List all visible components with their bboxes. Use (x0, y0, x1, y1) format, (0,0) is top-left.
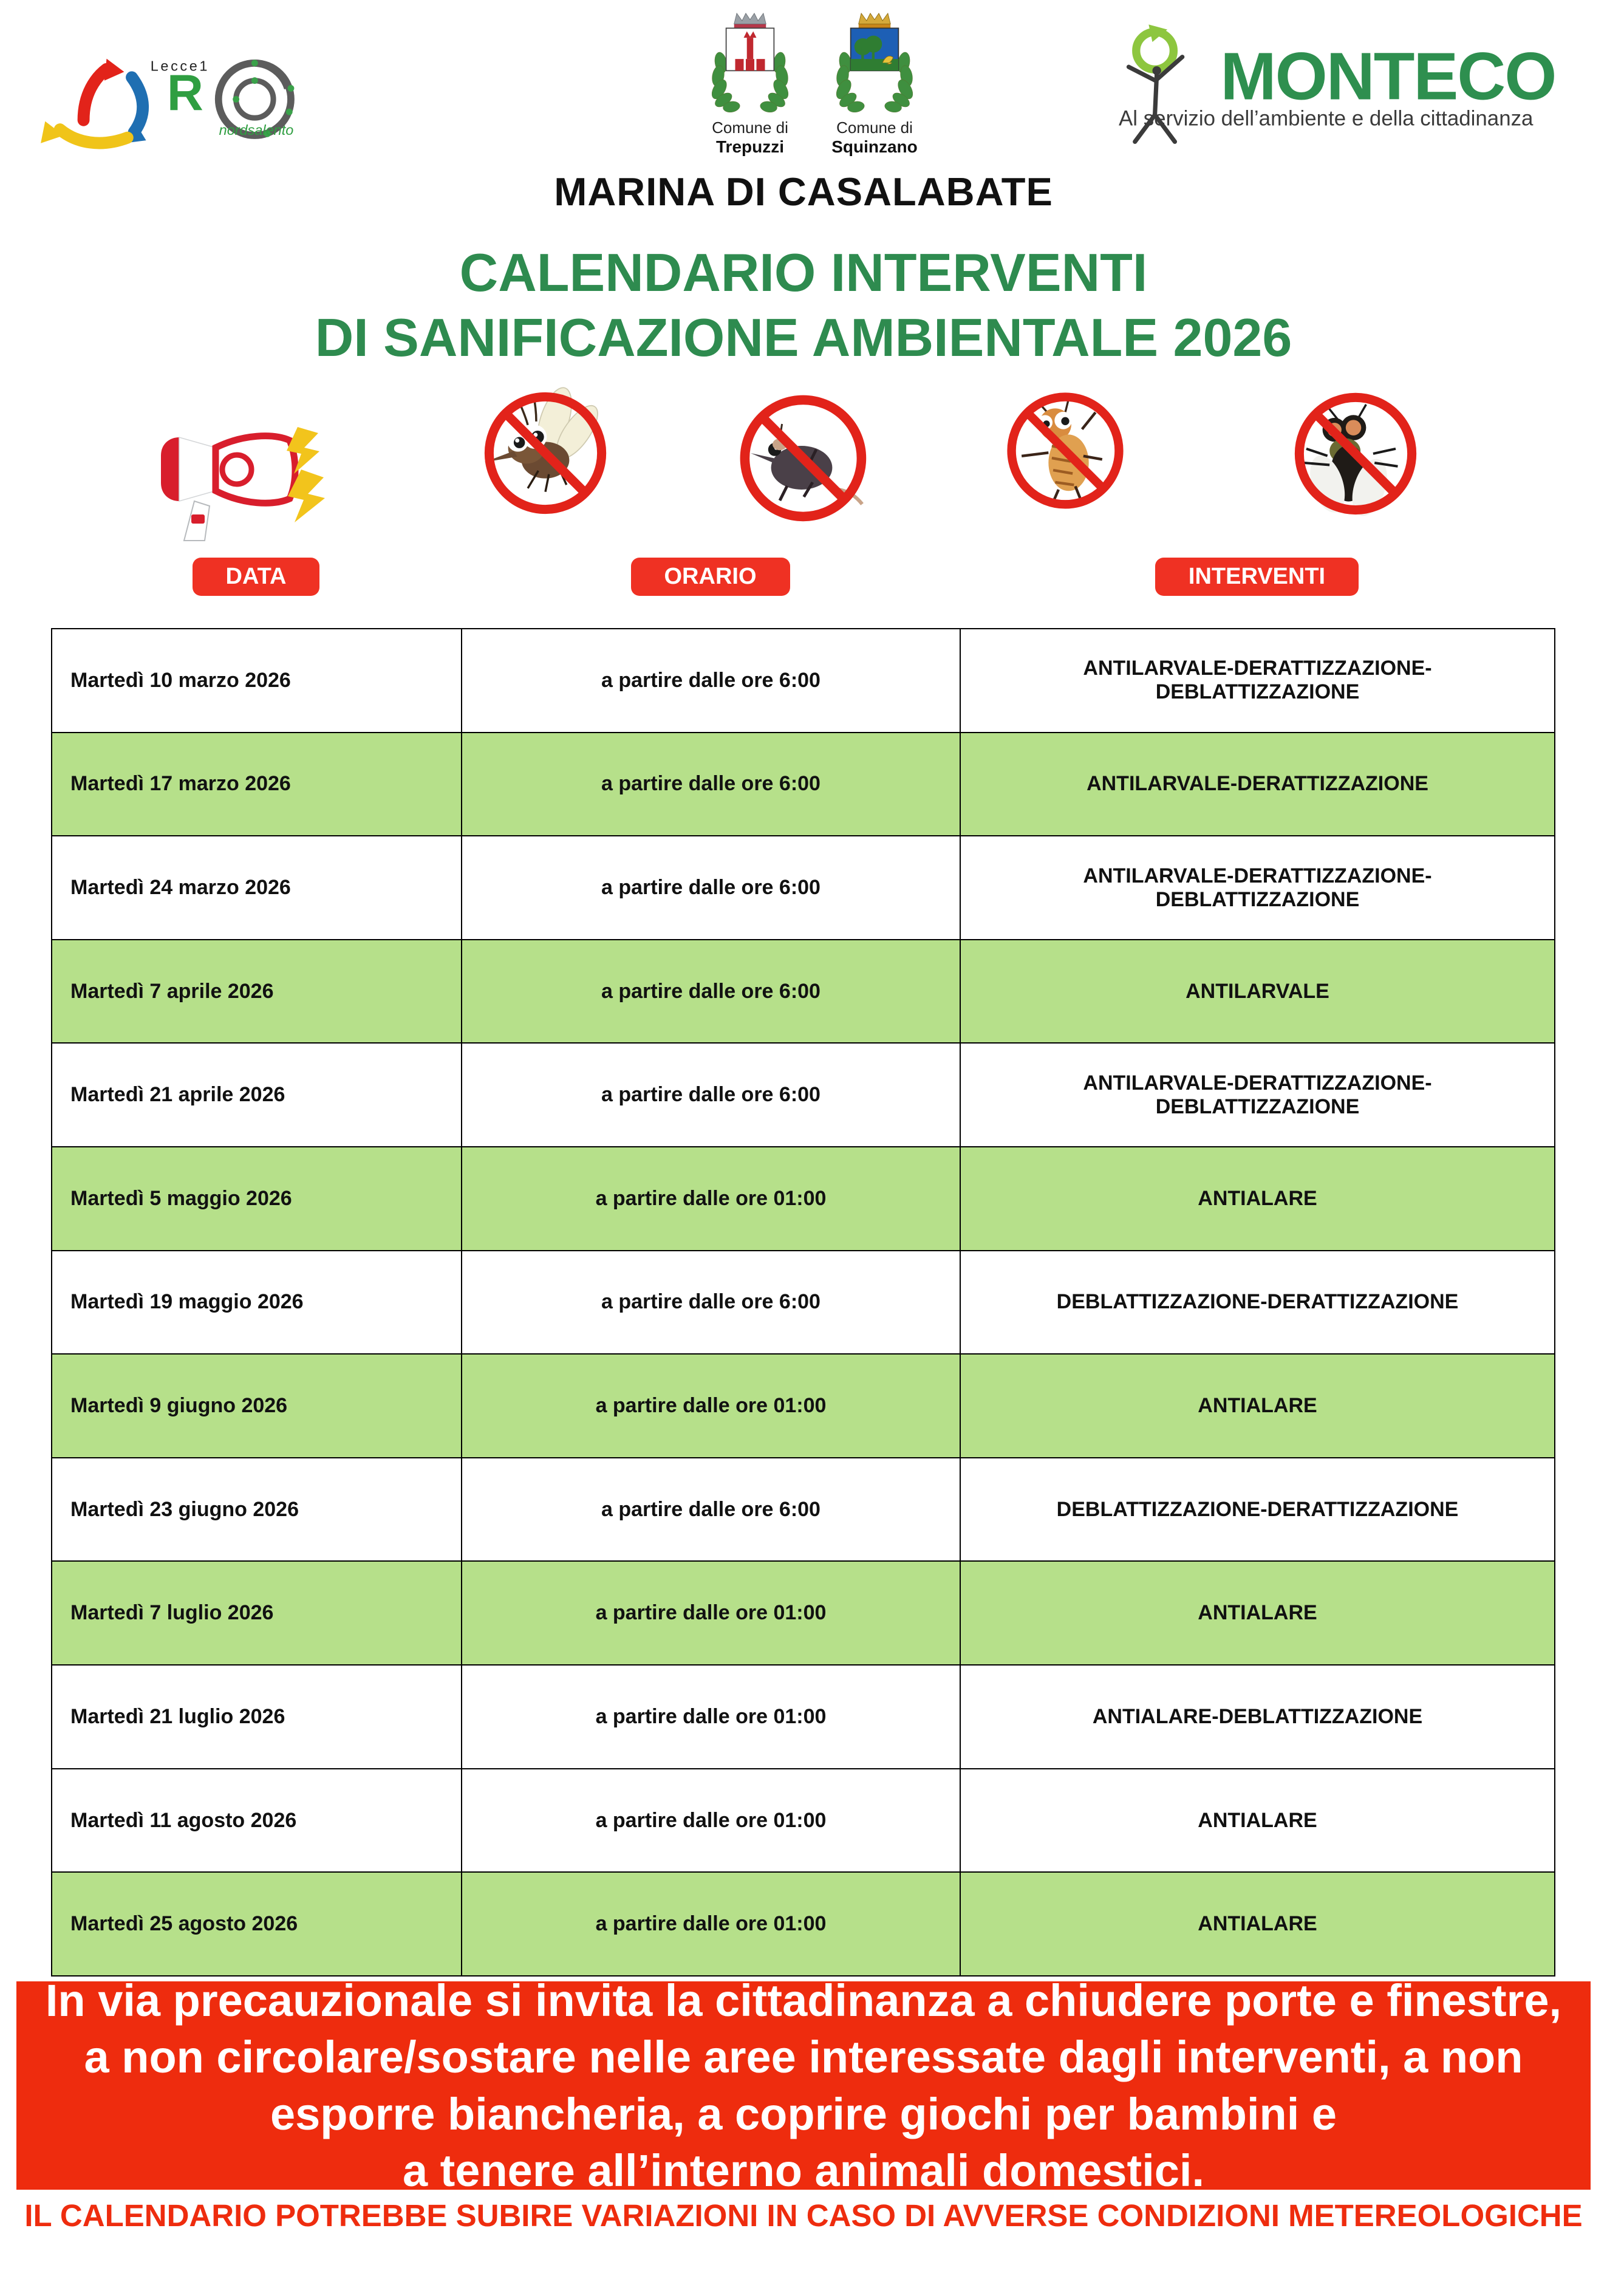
svg-text:nordsalento: nordsalento (219, 122, 294, 138)
svg-text:MONTECO: MONTECO (1220, 39, 1555, 114)
svg-text:R: R (167, 65, 203, 121)
svg-text:Al servizio dell’ambiente e de: Al servizio dell’ambiente e della cittad… (1119, 107, 1534, 131)
